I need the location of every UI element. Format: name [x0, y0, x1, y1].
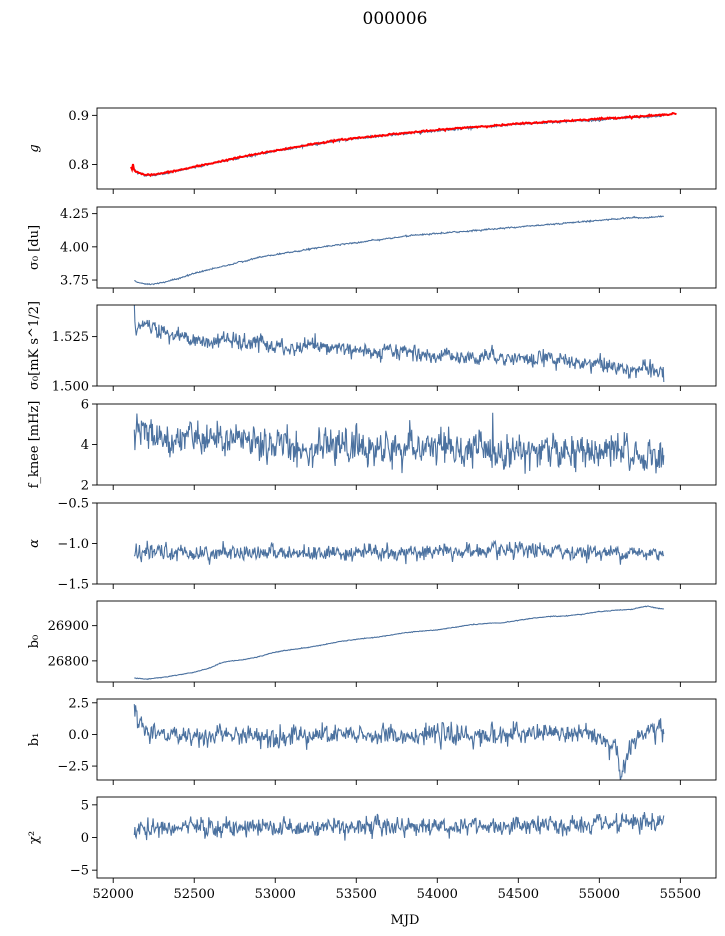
panel-fknee: 2 4 6 f_knee [mHz]	[27, 398, 717, 494]
panel-sigma0-du: 3.75 4.00 4.25 σ₀ [du]	[27, 206, 717, 293]
series-group	[134, 605, 664, 681]
panel-alpha: −1.5 −1.0 −0.5 α	[27, 497, 717, 593]
y-axis-label-sigma0-du: σ₀ [du]	[27, 225, 42, 270]
series-line-sigma0-mks-0	[133, 305, 665, 383]
series-line-chi2-0	[133, 812, 665, 841]
y-tick-label: 2.5	[68, 696, 89, 711]
series-group	[133, 704, 665, 780]
y-axis-label-fknee: f_knee [mHz]	[27, 401, 42, 489]
y-tick-label: −1.0	[57, 537, 89, 552]
y-tick-label: 0.9	[68, 109, 89, 124]
y-tick-label: 2	[81, 479, 89, 494]
axes-frame	[96, 206, 717, 289]
series-line-b0-0	[134, 605, 664, 681]
y-tick-label: −2.5	[57, 760, 89, 775]
x-tick-label: 54500	[498, 887, 539, 902]
series-group	[133, 812, 665, 841]
y-tick-label: −5	[70, 864, 89, 879]
series-line-fknee-0	[133, 412, 665, 474]
x-tick-label: 54000	[417, 887, 458, 902]
y-tick-label: −1.5	[57, 578, 89, 593]
y-axis-label-b0: b₀	[27, 635, 42, 649]
panel-g: 0.8 0.9 g	[27, 107, 717, 194]
figure-title: 000006	[363, 9, 428, 29]
x-tick-label: 55000	[579, 887, 620, 902]
series-line-g-0	[132, 114, 665, 178]
x-tick-label: 55500	[660, 887, 701, 902]
x-tick-label: 52000	[93, 887, 134, 902]
x-tick-label: 52500	[174, 887, 215, 902]
x-tick-label: 53000	[255, 887, 296, 902]
y-tick-label: 0	[81, 831, 89, 846]
y-tick-label: 3.75	[60, 274, 89, 289]
y-axis-label-b1: b₁	[27, 733, 42, 747]
x-tick-label: 53500	[336, 887, 377, 902]
y-tick-label: 6	[81, 398, 89, 413]
series-line-alpha-0	[133, 539, 665, 565]
y-tick-label: −0.5	[57, 497, 89, 512]
panel-b0: 26800 26900 b₀	[27, 600, 717, 687]
axes-frame	[96, 107, 717, 190]
series-line-sigma0-du-0	[134, 215, 664, 286]
axes-frame	[96, 796, 717, 879]
y-tick-label: 0.0	[68, 728, 89, 743]
series-line-g-1	[130, 112, 677, 178]
axes-frame	[96, 698, 717, 781]
y-tick-label: 1.525	[52, 330, 89, 345]
series-group	[134, 215, 664, 286]
series-group	[133, 305, 665, 383]
y-axis-label-g: g	[27, 144, 42, 152]
y-tick-label: 4.00	[60, 240, 89, 255]
panels: 0.8 0.9 g 3.75 4.00 4.25 σ₀ [du] 1.500 1.525 σ₀[m…	[27, 107, 717, 902]
y-tick-label: 4.25	[60, 207, 89, 222]
y-axis-label-alpha: α	[27, 539, 42, 548]
y-tick-label: 5	[81, 798, 89, 813]
series-line-b1-0	[133, 704, 665, 780]
y-tick-label: 1.500	[52, 380, 89, 395]
series-group	[133, 539, 665, 565]
panel-b1: −2.5 0.0 2.5 b₁	[27, 696, 717, 785]
y-tick-label: 26800	[48, 654, 89, 669]
axes-frame	[96, 502, 717, 585]
series-group	[133, 412, 665, 474]
series-group	[130, 112, 677, 178]
y-axis-label-sigma0-mks: σ₀[mK s^1/2]	[27, 301, 42, 390]
panel-sigma0-mks: 1.500 1.525 σ₀[mK s^1/2]	[27, 301, 717, 395]
y-tick-label: 26900	[48, 619, 89, 634]
x-axis-label: MJD	[391, 913, 420, 928]
y-tick-label: 0.8	[68, 158, 89, 173]
axes-frame	[96, 403, 717, 486]
axes-frame	[96, 600, 717, 683]
axes-frame	[96, 304, 717, 387]
y-axis-label-chi2: χ²	[27, 831, 42, 844]
y-tick-label: 4	[81, 438, 89, 453]
panel-chi2: −5 0 5 52000 52500 53000 53500 54000 54500 55000 5…	[27, 796, 717, 902]
